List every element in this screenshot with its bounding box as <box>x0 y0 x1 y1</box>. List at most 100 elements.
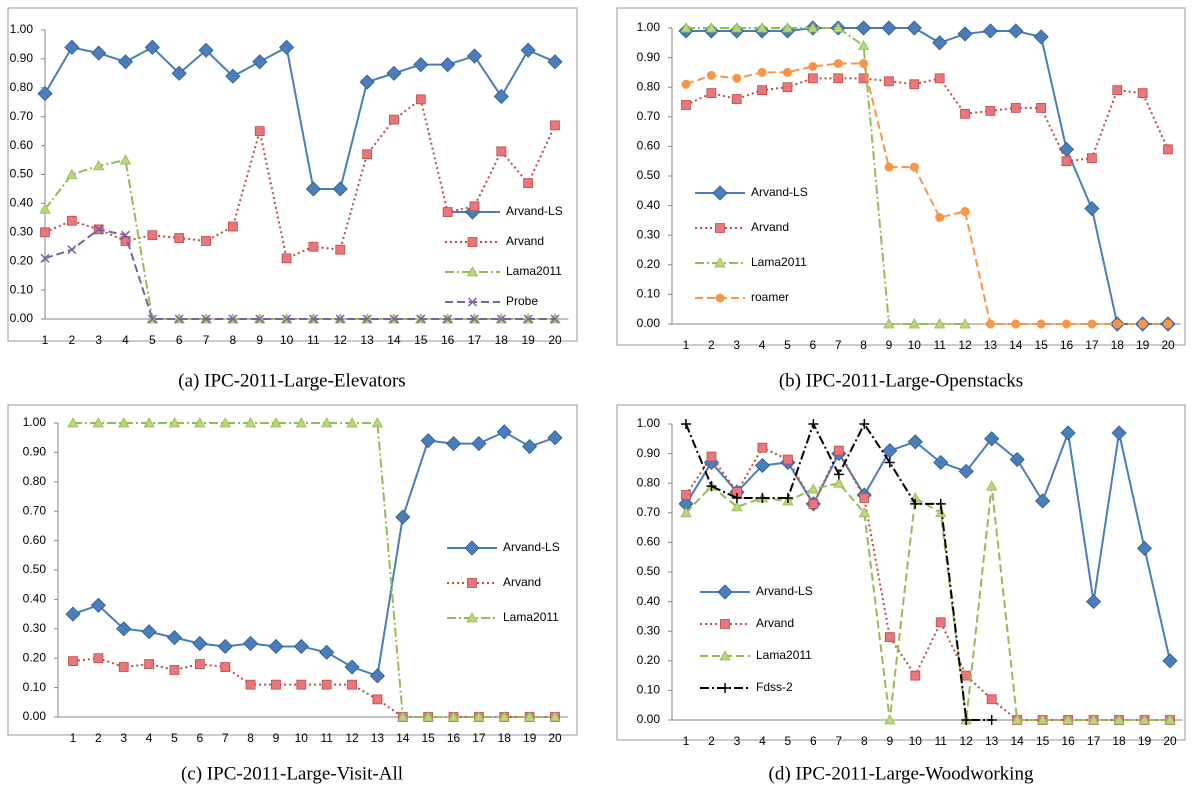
legend-marker <box>719 650 731 661</box>
y-tick-label: 0.20 <box>10 253 34 267</box>
x-tick-label: 10 <box>908 338 922 352</box>
marker <box>523 711 536 722</box>
marker <box>220 662 231 672</box>
x-tick-label: 15 <box>1034 338 1048 352</box>
marker <box>1062 714 1074 725</box>
y-tick-label: 0.10 <box>637 287 661 301</box>
y-tick-label: 0.10 <box>10 282 34 296</box>
marker <box>171 65 187 81</box>
marker <box>781 22 794 33</box>
marker <box>782 82 793 93</box>
marker <box>141 624 157 640</box>
x-tick-label: 4 <box>759 734 766 748</box>
x-tick-label: 11 <box>935 734 948 748</box>
y-tick-label: 0.90 <box>10 51 34 65</box>
legend-marker <box>467 578 477 588</box>
marker <box>1009 451 1025 468</box>
y-tick-label: 0.20 <box>637 257 661 271</box>
x-tick-label: 19 <box>1138 734 1152 748</box>
marker <box>371 417 384 428</box>
marker <box>522 438 538 455</box>
marker <box>985 319 995 329</box>
y-tick-label: 0.50 <box>23 562 47 576</box>
marker <box>959 318 971 329</box>
marker <box>1163 144 1173 155</box>
marker <box>732 73 742 83</box>
marker <box>884 76 894 87</box>
marker <box>1084 200 1100 217</box>
marker <box>68 656 78 667</box>
marker <box>681 490 691 500</box>
y-tick-label: 0.70 <box>637 505 661 519</box>
marker <box>252 54 268 70</box>
marker <box>271 679 281 690</box>
marker <box>909 79 920 90</box>
marker <box>192 635 208 652</box>
marker <box>66 215 77 226</box>
marker <box>884 632 895 643</box>
marker <box>1036 319 1046 329</box>
x-tick-label: 18 <box>498 731 512 745</box>
y-tick-label: 0.90 <box>637 446 661 460</box>
marker <box>372 694 383 705</box>
marker <box>344 659 360 675</box>
marker <box>279 39 295 55</box>
y-tick-label: 0.20 <box>23 650 47 664</box>
marker <box>296 679 307 690</box>
marker <box>347 679 357 690</box>
marker <box>1062 319 1072 329</box>
marker <box>174 314 184 324</box>
marker <box>757 85 768 96</box>
x-tick-label: 7 <box>835 734 842 748</box>
marker <box>362 149 373 160</box>
x-tick-label: 6 <box>176 333 183 347</box>
marker <box>934 73 945 84</box>
marker <box>833 445 844 456</box>
x-tick-label: 8 <box>860 338 867 352</box>
marker <box>346 417 358 428</box>
x-tick-label: 6 <box>809 338 816 352</box>
marker <box>93 653 104 664</box>
marker <box>757 67 767 77</box>
marker <box>228 314 238 324</box>
y-tick-label: 0.40 <box>23 592 47 606</box>
marker <box>466 48 483 64</box>
marker <box>1008 23 1024 39</box>
marker <box>369 668 385 684</box>
x-tick-label: 14 <box>1010 734 1024 748</box>
legend-label: Lama2011 <box>506 264 562 278</box>
x-tick-label: 10 <box>280 333 294 347</box>
x-tick-label: 16 <box>1061 734 1075 748</box>
x-tick-label: 3 <box>120 731 127 745</box>
legend-marker <box>712 185 728 201</box>
x-tick-label: 9 <box>273 731 280 745</box>
series-line <box>44 228 555 320</box>
marker <box>243 635 259 652</box>
marker <box>93 160 105 171</box>
series-line <box>72 430 556 678</box>
marker <box>910 670 921 681</box>
marker <box>335 244 346 255</box>
y-tick-label: 0.00 <box>10 311 34 325</box>
marker <box>413 57 429 73</box>
marker <box>958 463 974 479</box>
caption: (d) IPC-2011-Large-Woodworking <box>769 763 1034 784</box>
x-tick-label: 13 <box>360 333 374 347</box>
y-tick-label: 0.20 <box>637 653 661 667</box>
series-line <box>685 421 992 721</box>
marker <box>268 638 284 655</box>
legend-marker <box>467 297 478 307</box>
legend-marker <box>715 293 725 303</box>
marker <box>118 662 129 672</box>
marker <box>308 314 318 324</box>
marker <box>1087 319 1097 329</box>
legend-label: Probe <box>506 294 538 308</box>
legend-marker <box>466 266 479 277</box>
marker <box>859 419 870 429</box>
marker <box>934 318 946 329</box>
marker <box>910 498 921 509</box>
legend-label: Lama2011 <box>503 610 559 624</box>
marker <box>1164 714 1176 725</box>
marker <box>858 506 870 518</box>
marker <box>496 146 507 157</box>
